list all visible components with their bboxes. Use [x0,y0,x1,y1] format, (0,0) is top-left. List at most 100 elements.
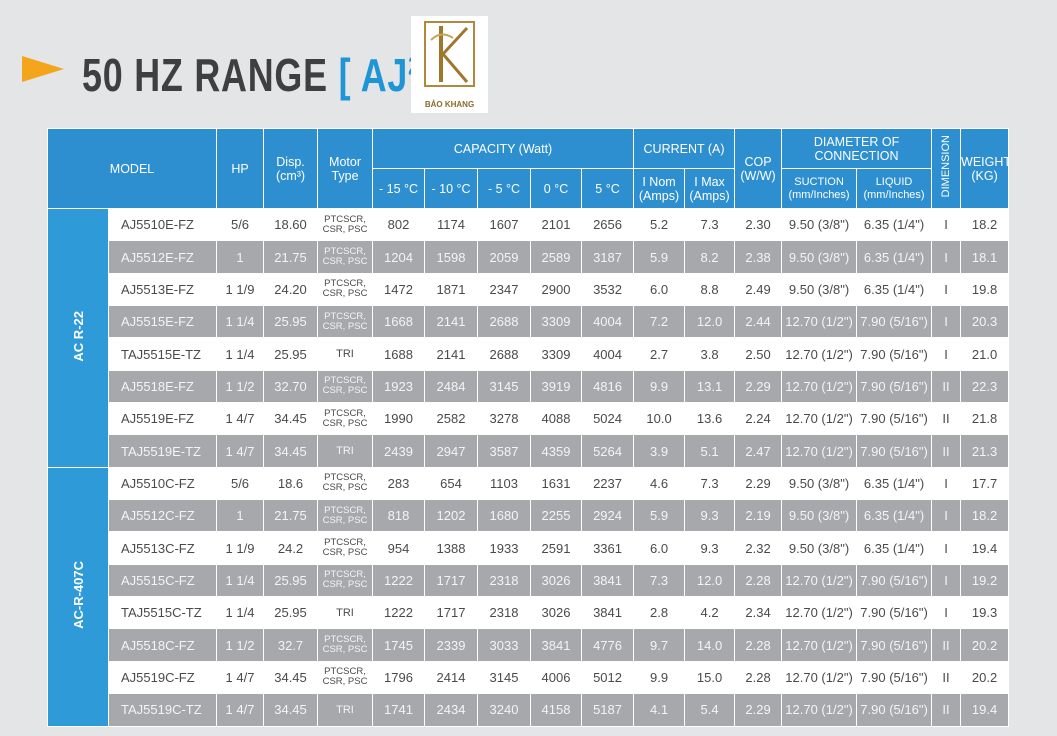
dimension-cell: I [931,596,962,630]
liquid-cell: 7.90 (5/16") [856,402,933,436]
group-label: AC R-22 [70,311,86,362]
i-nom-cell: 3.9 [633,434,686,468]
cap-m15-cell: 802 [372,207,426,242]
model-cell: AJ5515C-FZ [107,563,218,598]
cap-m15-cell: 2439 [372,434,426,468]
motor-cell: TRI [317,337,374,371]
cap-m10-cell: 1174 [424,207,479,242]
table-row: AC-R-407C AJ5510C-FZ 5/6 18.6 PTCSCR, CSR, P… [47,466,1010,727]
disp-cell: 34.45 [263,660,319,695]
weight-cell: 19.3 [960,596,1010,630]
header-disp: Disp. (cm³) [263,128,319,209]
header-temp: - 10 °C [424,168,479,209]
cap-5-cell: 3187 [581,240,635,274]
cap-m15-cell: 1204 [372,240,426,274]
header-model: MODEL [46,128,218,209]
i-max-cell: 9.3 [684,531,736,565]
motor-cell: PTCSCR, CSR, PSC [317,369,374,404]
title-text: 50 HZ RANGE [82,49,328,101]
model-cell: TAJ5519E-TZ [107,434,218,468]
disp-cell: 34.45 [263,434,319,468]
header-line: LIQUID [875,175,913,188]
disp-cell: 34.45 [263,402,319,436]
model-cell: AJ5512E-FZ [107,240,218,274]
weight-cell: 18.2 [960,207,1010,242]
header-line: COP [744,154,772,169]
i-nom-cell: 5.9 [633,499,686,533]
dimension-cell: I [931,531,962,565]
model-cell: AJ5519E-FZ [107,402,218,436]
cap-5-cell: 4816 [581,369,635,404]
weight-cell: 19.4 [960,531,1010,565]
header-line: (Amps) [638,188,680,203]
header-capacity: CAPACITY (Watt) [372,128,635,169]
cap-5-cell: 3532 [581,272,635,307]
weight-cell: 21.0 [960,337,1010,371]
dimension-cell: I [931,499,962,533]
cap-5-cell: 2237 [581,466,635,501]
weight-cell: 20.2 [960,628,1010,662]
model-cell: AJ5513C-FZ [107,531,218,565]
table-row: AC R-22 AJ5510E-FZ 5/6 18.60 PTCSCR, CSR, PS… [47,207,1010,468]
suction-cell: 9.50 (3/8") [781,207,858,242]
motor-cell: PTCSCR, CSR, PSC [317,531,374,565]
group-cell: AC R-22 [47,208,109,468]
cop-cell: 2.47 [734,434,783,468]
weight-cell: 20.3 [960,305,1010,339]
header-cop: COP (W/W) [734,128,783,209]
table-row: TAJ5515C-TZ 1 1/4 25.95 TRI 1222 1717 2318 3026… [48,596,1010,630]
model-cell: AJ5513E-FZ [107,272,218,307]
cap-5-cell: 3361 [581,531,635,565]
i-max-cell: 4.2 [684,596,736,630]
table-row: AJ5512C-FZ 1 21.75 PTCSCR, CSR, PSC 818 1202 1… [48,499,1010,533]
i-max-cell: 8.2 [684,240,736,274]
motor-cell: PTCSCR, CSR, PSC [317,207,374,242]
header-line: Type [331,168,359,183]
motor-cell: TRI [317,693,374,727]
model-cell: AJ5512C-FZ [107,499,218,533]
cap-m10-cell: 2414 [424,660,479,695]
table-row: AJ5515C-FZ 1 1/4 25.95 PTCSCR, CSR, PSC 1222… [48,563,1010,598]
cap-m5-cell: 1607 [477,207,532,242]
cap-m10-cell: 2947 [424,434,479,468]
cap-0-cell: 1631 [530,466,583,501]
liquid-cell: 7.90 (5/16") [856,305,933,339]
liquid-cell: 7.90 (5/16") [856,628,933,662]
header-line: (Amps) [689,188,730,203]
header-motor: Motor Type [317,128,374,209]
disp-cell: 32.70 [263,369,319,404]
table-row: AJ5515E-FZ 1 1/4 25.95 PTCSCR, CSR, PSC 1668… [48,305,1010,339]
header-inom: I Nom (Amps) [633,168,686,209]
model-cell: TAJ5515C-TZ [107,596,218,630]
i-max-cell: 9.3 [684,499,736,533]
i-nom-cell: 10.0 [633,402,686,436]
hp-cell: 1 1/4 [216,563,265,598]
hp-cell: 1 1/4 [216,305,265,339]
i-nom-cell: 4.6 [633,466,686,501]
cap-0-cell: 2900 [530,272,583,307]
cap-m5-cell: 3587 [477,434,532,468]
i-nom-cell: 6.0 [633,531,686,565]
dimension-cell: II [931,369,962,404]
header-diameter: DIAMETER OF CONNECTION [781,128,933,169]
spec-table: MODEL HP Disp. (cm³) Motor Type CAPACITY (… [46,128,1010,727]
table-row: AJ5513E-FZ 1 1/9 24.20 PTCSCR, CSR, PSC 1472… [48,272,1010,307]
i-max-cell: 12.0 [684,305,736,339]
weight-cell: 20.2 [960,660,1010,695]
i-nom-cell: 9.9 [633,369,686,404]
i-nom-cell: 2.8 [633,596,686,630]
hp-cell: 1 1/9 [216,531,265,565]
motor-cell: TRI [317,596,374,630]
i-max-cell: 5.4 [684,693,736,727]
hp-cell: 1 1/4 [216,596,265,630]
header-weight: WEIGHT (KG) [960,128,1010,209]
disp-cell: 25.95 [263,563,319,598]
header-temp: 5 °C [581,168,635,209]
header-suction: SUCTION (mm/Inches) [781,168,858,209]
table-row: AJ5518C-FZ 1 1/2 32.7 PTCSCR, CSR, PSC 1745 2… [48,628,1010,662]
cop-cell: 2.32 [734,531,783,565]
i-max-cell: 7.3 [684,466,736,501]
disp-cell: 18.6 [263,466,319,501]
cop-cell: 2.38 [734,240,783,274]
weight-cell: 17.7 [960,466,1010,501]
